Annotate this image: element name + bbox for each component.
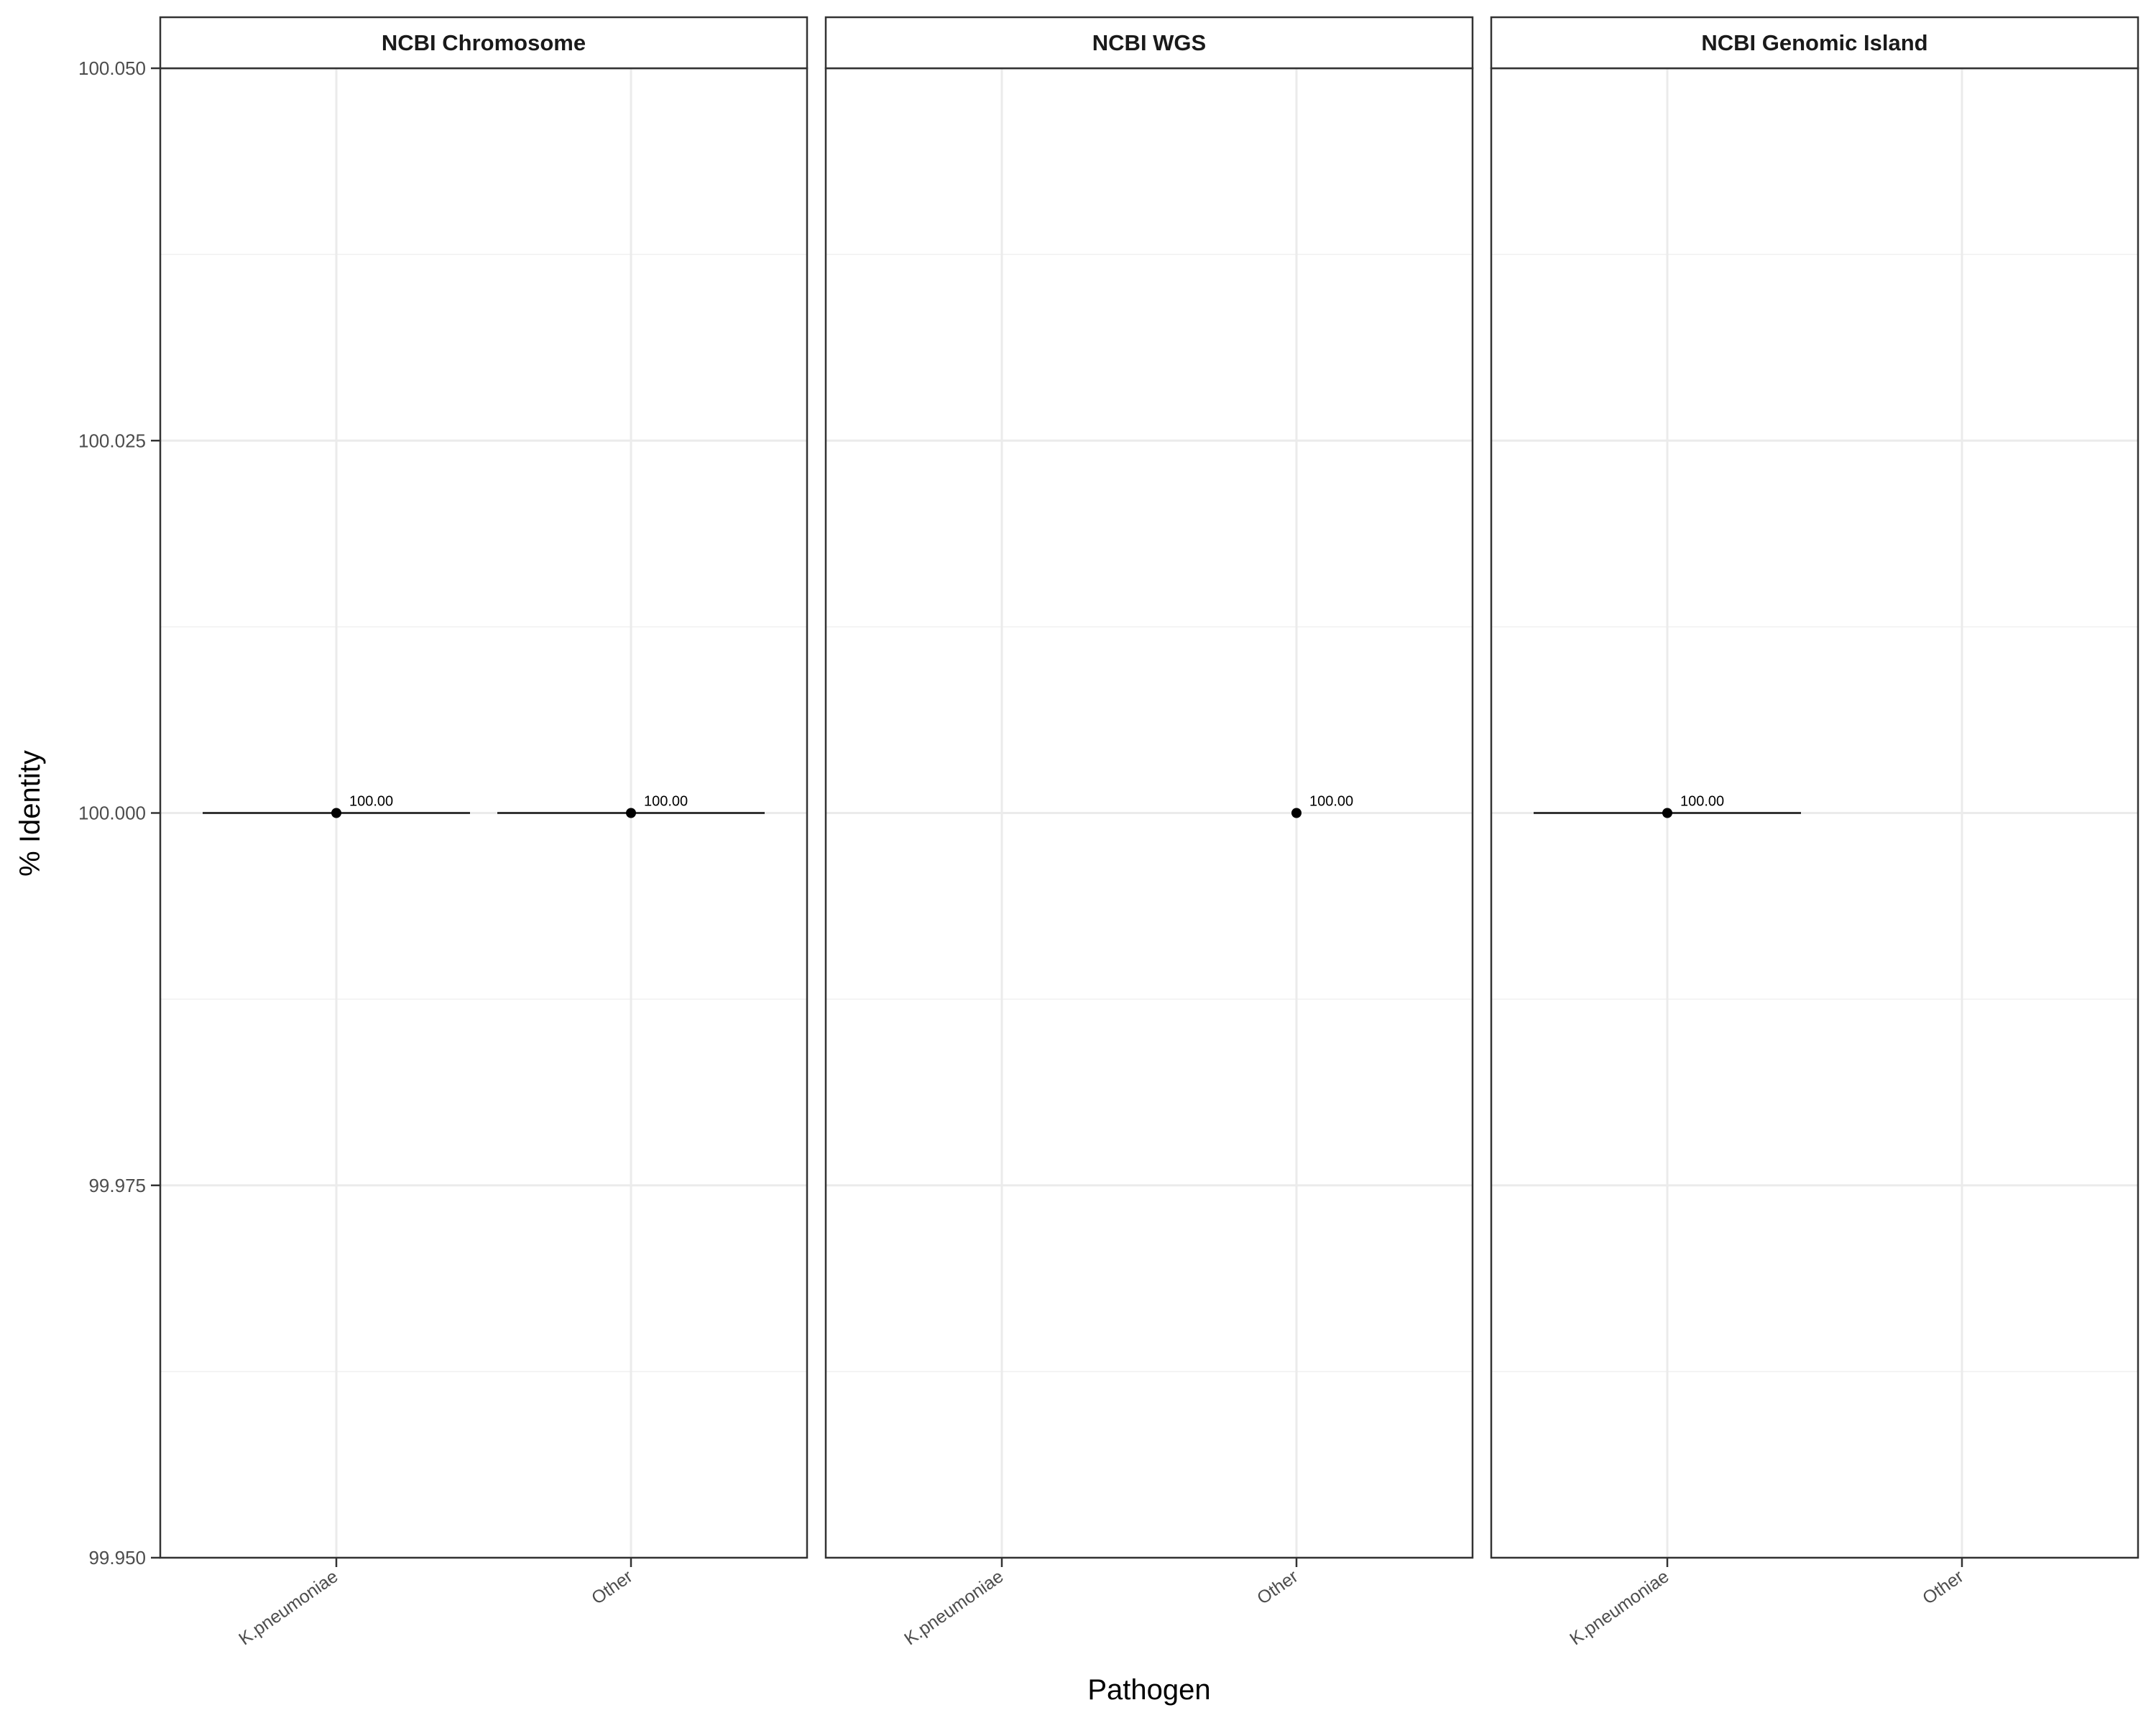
y-tick-label: 100.050: [78, 57, 146, 79]
y-tick-label: 100.025: [78, 430, 146, 451]
y-tick-label: 99.950: [88, 1547, 146, 1568]
x-tick-label: K.pneumoniae: [1566, 1566, 1672, 1649]
data-point: [1291, 808, 1302, 818]
facet-strip: [159, 16, 808, 70]
facet-strip: [1490, 16, 2139, 70]
y-axis-title: % Identity: [14, 750, 46, 877]
x-tick-label: Other: [1253, 1566, 1302, 1609]
facet-strip: [824, 16, 1474, 70]
x-tick-label: K.pneumoniae: [900, 1566, 1007, 1649]
point-label: 100.00: [1309, 794, 1353, 810]
facet-title: NCBI Genomic Island: [1701, 30, 1927, 55]
point-label: 100.00: [349, 794, 393, 810]
facet-panel: 100.00 NCBI WGS K.pneumoniae Other: [824, 16, 1474, 1649]
y-tick-label: 99.975: [88, 1175, 146, 1196]
data-point: [331, 808, 341, 818]
x-tick-label: K.pneumoniae: [235, 1566, 341, 1649]
facet-title: NCBI Chromosome: [382, 30, 586, 55]
point-label: 100.00: [1680, 794, 1724, 810]
y-tick-label: 100.000: [78, 803, 146, 824]
facet-panel: 100.00 100.00 NCBI Chromosome K.pneumoniae O…: [159, 16, 808, 1649]
x-tick-label: Other: [1919, 1566, 1967, 1609]
x-axis-title: Pathogen: [1087, 1674, 1210, 1706]
facet-title: NCBI WGS: [1092, 30, 1206, 55]
data-point: [1662, 808, 1672, 818]
x-tick-label: Other: [588, 1566, 636, 1609]
data-point: [626, 808, 636, 818]
point-label: 100.00: [644, 794, 688, 810]
facet-panel: 100.00 NCBI Genomic Island K.pneumoniae Oth…: [1490, 16, 2139, 1649]
